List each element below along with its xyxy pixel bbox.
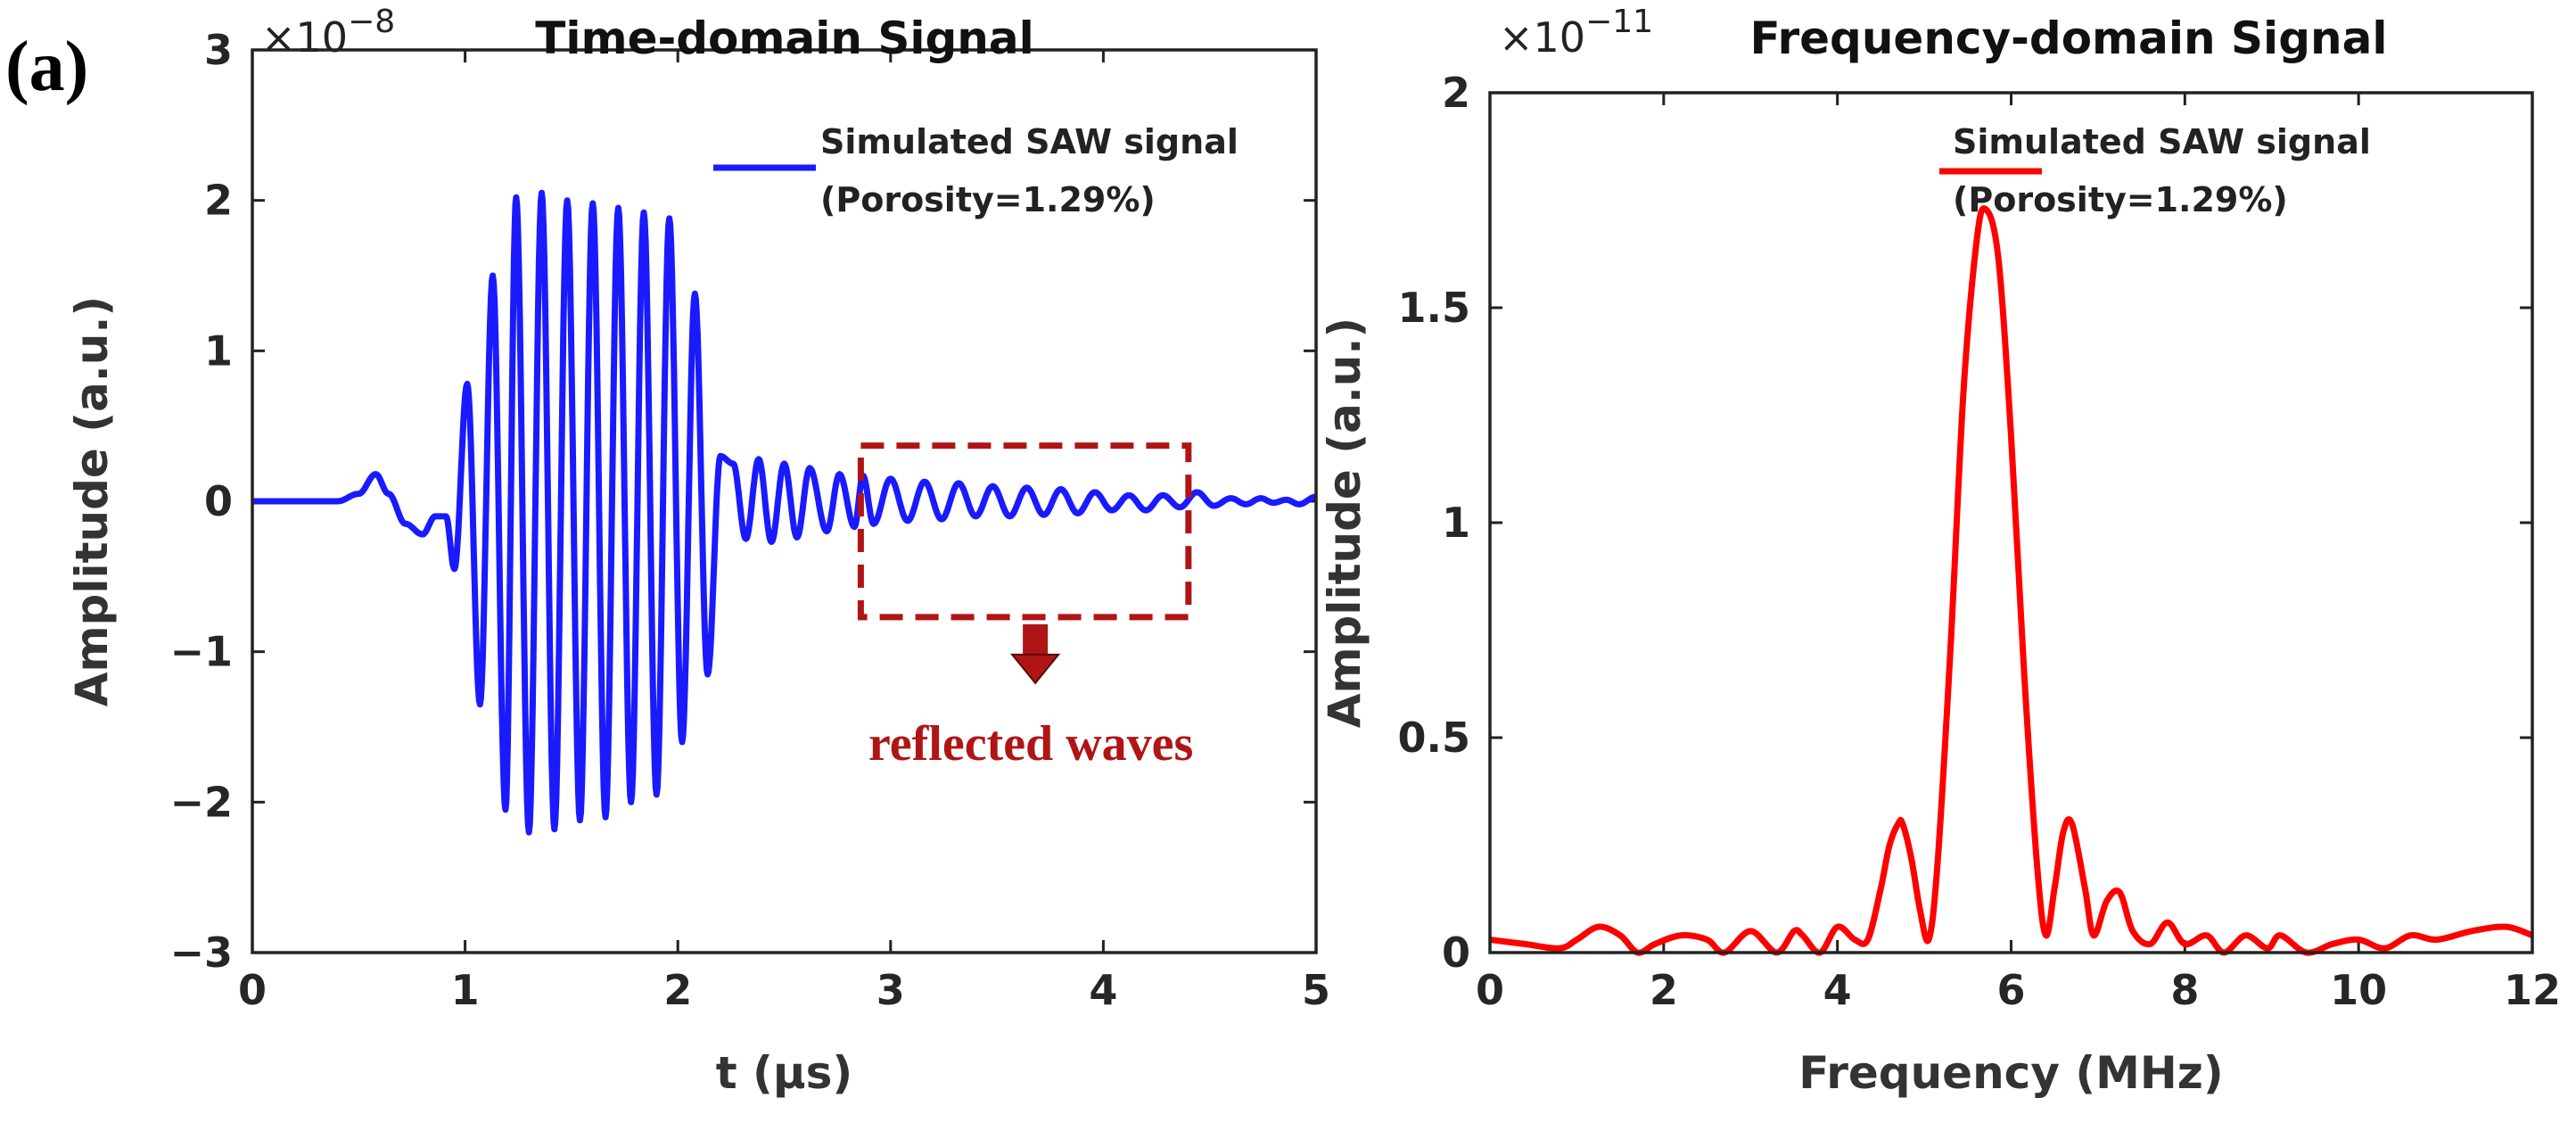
axis-exponent: ×10−8 xyxy=(261,4,395,62)
plot-area-frame xyxy=(251,48,1318,954)
legend-entry: Simulated SAW signal xyxy=(820,122,1239,161)
reflected-waves-box xyxy=(857,442,1192,621)
panel-label: (a) xyxy=(5,28,89,106)
x-tick-label: 4 xyxy=(1823,966,1852,1014)
y-tick-label: −1 xyxy=(169,628,233,676)
x-tick-label: 3 xyxy=(876,966,905,1014)
x-tick-label: 1 xyxy=(451,966,480,1014)
y-axis-label: Amplitude (a.u.) xyxy=(1319,318,1370,729)
exponent-power: −11 xyxy=(1585,4,1653,40)
chart-title: Frequency-domain Signal xyxy=(1750,12,2388,64)
y-tick-label: 0 xyxy=(1442,929,1470,977)
legend-entry-porosity: (Porosity=1.29%) xyxy=(820,180,1156,219)
x-axis-label: t (μs) xyxy=(716,1047,853,1099)
y-tick-label: 2 xyxy=(204,177,233,225)
x-tick-label: 4 xyxy=(1089,966,1117,1014)
x-tick-label: 0 xyxy=(1476,966,1504,1014)
legend-entry: Simulated SAW signal xyxy=(1953,122,2371,161)
chart-title: Time-domain Signal xyxy=(535,12,1034,64)
x-tick-label: 6 xyxy=(1996,966,2025,1014)
y-tick-label: 3 xyxy=(204,26,233,74)
plot-area-frame xyxy=(1488,91,2534,954)
y-axis-label: Amplitude (a.u.) xyxy=(66,296,118,707)
series-line xyxy=(1489,205,2534,956)
y-tick-label: 1 xyxy=(1442,499,1470,547)
exponent-base: ×10 xyxy=(261,13,348,62)
x-tick-label: 0 xyxy=(238,966,267,1014)
y-tick-label: 1.5 xyxy=(1398,284,1471,332)
axis-exponent: ×10−11 xyxy=(1499,4,1653,62)
x-axis-label: Frequency (MHz) xyxy=(1798,1047,2223,1099)
x-tick-label: 12 xyxy=(2504,966,2561,1014)
annotation-arrow-head xyxy=(1010,653,1061,685)
series-line xyxy=(252,189,1319,836)
y-tick-label: 2 xyxy=(1442,69,1470,117)
y-tick-label: 0.5 xyxy=(1398,714,1471,762)
x-tick-label: 2 xyxy=(1650,966,1678,1014)
x-tick-label: 2 xyxy=(663,966,692,1014)
x-tick-label: 5 xyxy=(1302,966,1330,1014)
y-tick-label: 1 xyxy=(204,326,233,375)
exponent-power: −8 xyxy=(348,4,395,40)
y-tick-label: −3 xyxy=(169,929,233,977)
x-tick-label: 8 xyxy=(2170,966,2199,1014)
annotation-arrow-shaft xyxy=(1023,623,1049,655)
legend-entry-porosity: (Porosity=1.29%) xyxy=(1953,180,2288,219)
y-tick-label: 0 xyxy=(204,477,233,525)
reflected-waves-label: reflected waves xyxy=(868,716,1193,772)
x-tick-label: 10 xyxy=(2330,966,2387,1014)
exponent-base: ×10 xyxy=(1499,13,1585,62)
y-tick-label: −2 xyxy=(169,778,233,826)
